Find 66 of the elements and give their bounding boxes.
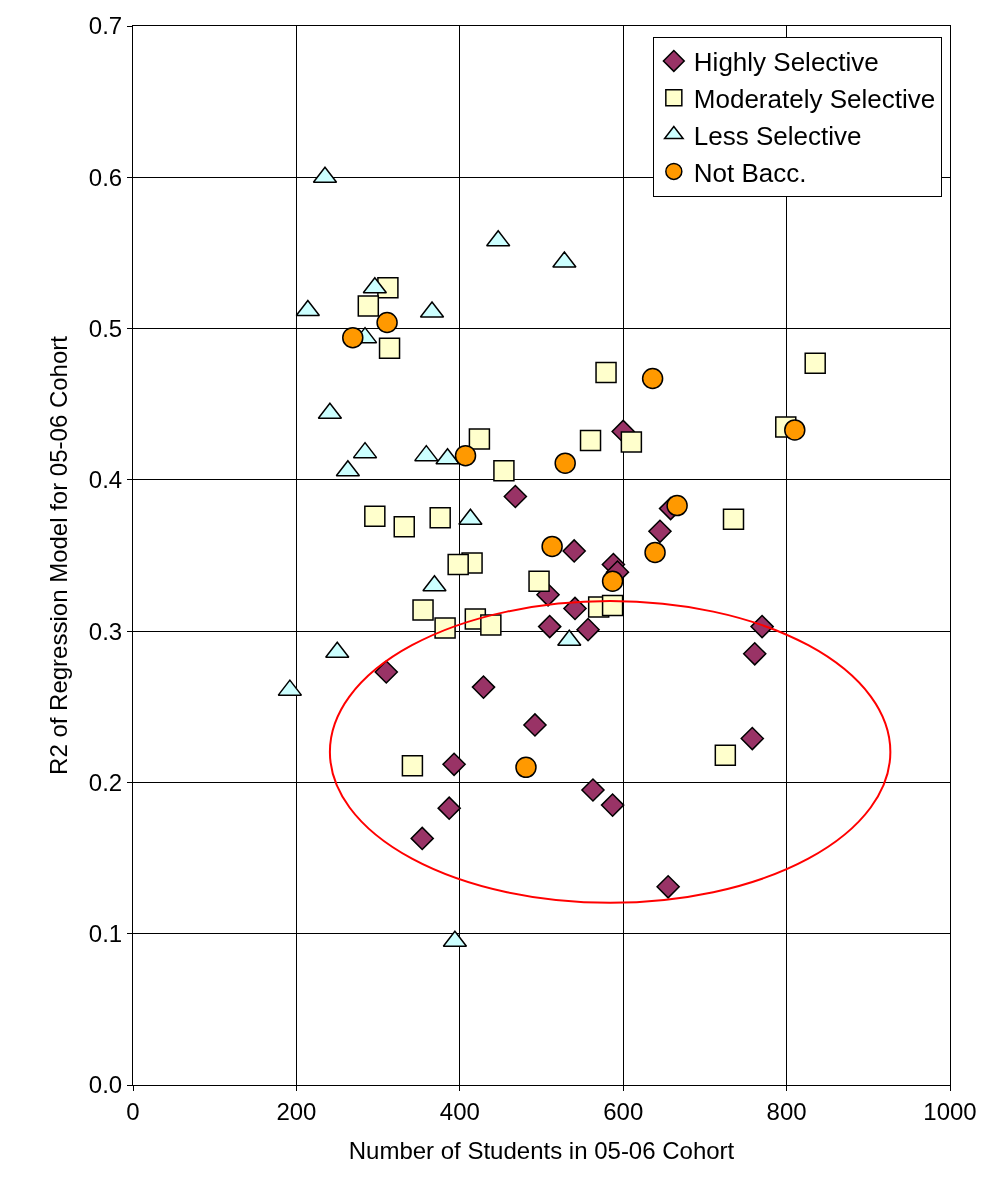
- point: [374, 660, 399, 684]
- point: [412, 599, 434, 621]
- x-tick-label: 1000: [923, 1097, 977, 1125]
- point: [563, 596, 587, 621]
- y-tick-label: 0.2: [88, 768, 123, 796]
- y-tick-label: 0.4: [88, 466, 123, 494]
- legend-label: Less Selective: [693, 120, 862, 151]
- point: [393, 516, 415, 538]
- point: [714, 744, 737, 766]
- y-tick-label: 0.7: [88, 12, 123, 40]
- point: [468, 428, 491, 450]
- point: [442, 752, 466, 777]
- point: [447, 553, 469, 576]
- y-axis-title: R2 of Regression Model for 05-06 Cohort: [44, 335, 72, 775]
- point: [804, 352, 826, 375]
- point: [641, 367, 664, 390]
- legend-label: Not Bacc.: [693, 157, 807, 188]
- point: [648, 519, 672, 544]
- x-tick-label: 0: [126, 1097, 140, 1125]
- point: [471, 675, 496, 699]
- point: [722, 508, 745, 530]
- point: [644, 541, 666, 564]
- y-tick-label: 0.6: [88, 163, 123, 191]
- point: [357, 295, 380, 317]
- y-tick-label: 0.0: [88, 1071, 123, 1099]
- x-tick-label: 400: [439, 1097, 480, 1125]
- point: [537, 614, 562, 639]
- point: [620, 431, 643, 453]
- point: [595, 361, 617, 384]
- point: [515, 756, 537, 779]
- point: [364, 505, 386, 527]
- point: [528, 570, 550, 592]
- point: [342, 326, 364, 349]
- legend-label: Highly Selective: [693, 47, 879, 78]
- point: [554, 452, 576, 474]
- point: [562, 539, 586, 563]
- point: [581, 778, 605, 802]
- point: [742, 642, 767, 666]
- y-tick-label: 0.1: [88, 920, 123, 948]
- point: [454, 444, 477, 467]
- point: [503, 484, 528, 509]
- x-axis-title: Number of Students in 05-06 Cohort: [348, 1137, 735, 1165]
- point: [493, 460, 515, 482]
- point: [410, 826, 435, 851]
- x-tick-label: 200: [276, 1097, 317, 1125]
- point: [784, 419, 806, 441]
- point: [601, 570, 624, 592]
- point: [480, 614, 502, 636]
- point: [600, 793, 625, 817]
- point: [576, 617, 600, 642]
- y-tick-label: 0.3: [88, 617, 123, 645]
- y-tick-label: 0.5: [88, 314, 123, 342]
- point: [541, 535, 563, 558]
- legend-label: Moderately Selective: [693, 83, 936, 114]
- point: [429, 506, 451, 529]
- point: [401, 755, 424, 777]
- point: [378, 337, 401, 359]
- point: [666, 494, 688, 517]
- point: [656, 875, 680, 899]
- point: [523, 713, 547, 737]
- point: [437, 796, 461, 820]
- point: [376, 311, 398, 334]
- x-tick-label: 800: [766, 1097, 807, 1125]
- point: [740, 726, 765, 751]
- x-tick-label: 600: [603, 1097, 644, 1125]
- point: [579, 429, 602, 452]
